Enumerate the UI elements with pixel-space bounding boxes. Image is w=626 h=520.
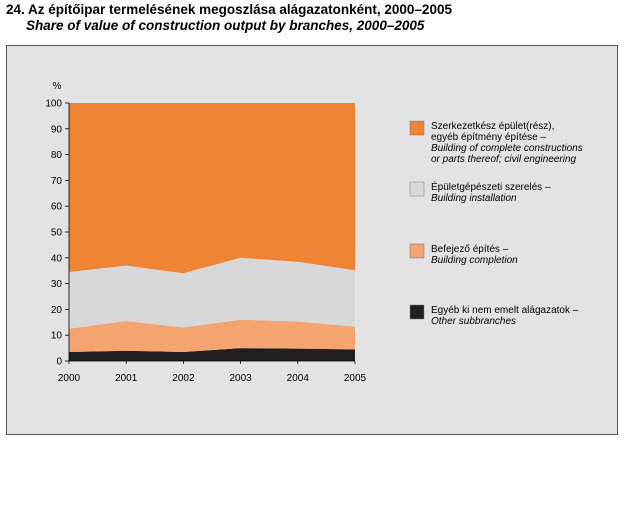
legend-label: Building installation (431, 193, 517, 204)
y-tick-label: 30 (51, 279, 63, 290)
chart-svg: 0 10 20 30 40 50 60 70 80 90 100% 2000 2001 2002 2003 2… (45, 81, 583, 384)
legend-swatch (409, 120, 425, 136)
legend-label: Building completion (431, 255, 518, 266)
area-series-0 (69, 348, 355, 361)
x-tick-label: 2003 (229, 373, 252, 384)
area-series-3 (69, 103, 355, 274)
x-tick-label: 2005 (344, 373, 367, 384)
legend-swatch (409, 181, 425, 197)
legend-label: Egyéb ki nem emelt alágazatok – (431, 305, 579, 316)
y-tick-label: 50 (51, 228, 63, 239)
chart-panel: 0 10 20 30 40 50 60 70 80 90 100% 2000 2001 2002 2003 2… (6, 45, 618, 435)
x-tick-label: 2004 (287, 373, 310, 384)
chart-title: 24. Az építőipar termelésének megoszlása… (6, 2, 452, 17)
y-tick-label: 40 (51, 253, 63, 264)
legend-label: Befejező építés – (431, 244, 509, 255)
x-tick-label: 2001 (115, 373, 138, 384)
legend-swatch (409, 304, 425, 320)
y-tick-label: 60 (51, 202, 63, 213)
y-tick-label: 0 (56, 357, 62, 368)
y-tick-label: 80 (51, 150, 63, 161)
area-series-1 (69, 319, 355, 352)
y-tick-label: 90 (51, 124, 63, 135)
legend-label: egyéb építmény építése – (431, 132, 547, 143)
y-tick-label: 70 (51, 176, 63, 187)
legend-label: Szerkezetkész épület(rész), (431, 121, 554, 132)
legend-swatch (409, 243, 425, 259)
y-axis-label: % (53, 81, 62, 92)
x-tick-label: 2002 (172, 373, 195, 384)
y-tick-label: 10 (51, 331, 63, 342)
legend-label: or parts thereof; civil engineering (431, 154, 577, 165)
legend-label: Other subbranches (431, 316, 516, 327)
x-tick-label: 2000 (58, 373, 81, 384)
y-tick-label: 20 (51, 305, 63, 316)
y-tick-label: 100 (45, 99, 62, 110)
area-series-2 (69, 257, 355, 329)
legend-label: Building of complete constructions (431, 143, 583, 154)
chart-subtitle: Share of value of construction output by… (26, 18, 425, 33)
legend-label: Épületgépészeti szerelés – (431, 180, 551, 193)
